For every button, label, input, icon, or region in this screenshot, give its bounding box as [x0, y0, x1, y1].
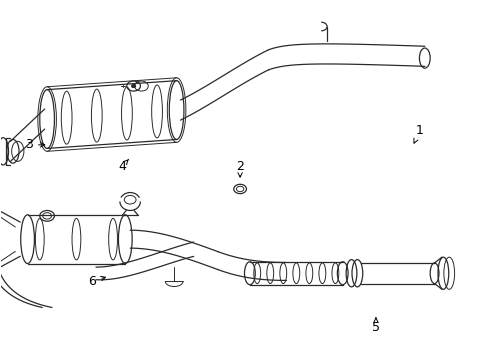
Text: 4: 4 [118, 159, 128, 173]
Circle shape [132, 85, 136, 87]
Text: 1: 1 [414, 124, 424, 143]
Text: 3: 3 [25, 138, 45, 151]
Text: 6: 6 [89, 275, 105, 288]
Text: 5: 5 [372, 318, 380, 334]
Text: 2: 2 [236, 160, 244, 177]
